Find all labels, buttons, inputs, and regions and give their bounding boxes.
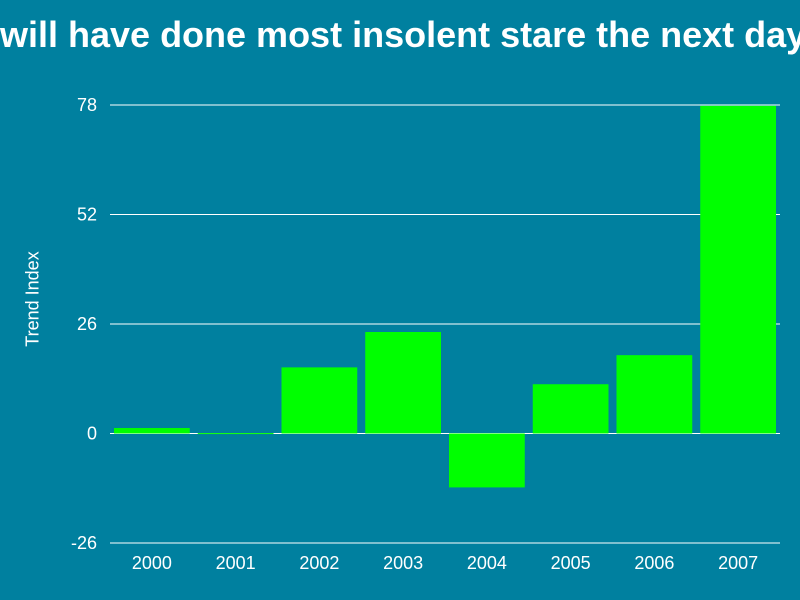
y-tick-label: 0 xyxy=(87,424,97,444)
bar-2007 xyxy=(700,105,776,434)
bar-2006 xyxy=(616,355,693,434)
y-tick-label: 52 xyxy=(77,205,97,225)
y-tick-label: 26 xyxy=(77,314,97,334)
x-tick-label: 2003 xyxy=(383,553,423,573)
x-tick-labels: 2000 2001 2002 2003 2004 2005 2006 2007 xyxy=(132,553,758,573)
bar-2000 xyxy=(114,428,190,434)
x-tick-label: 2007 xyxy=(718,553,758,573)
y-tick-label: 78 xyxy=(77,95,97,115)
bar-layer xyxy=(114,105,776,488)
bar-2003 xyxy=(365,332,441,434)
x-tick-label: 2001 xyxy=(216,553,256,573)
bar-2001 xyxy=(197,433,274,435)
grid-layer xyxy=(110,104,780,544)
x-tick-label: 2002 xyxy=(299,553,339,573)
chart-title: will have done most insolent stare the n… xyxy=(0,14,800,55)
x-tick-label: 2006 xyxy=(634,553,674,573)
bar-2002 xyxy=(281,367,358,434)
x-tick-label: 2000 xyxy=(132,553,172,573)
y-tick-label: -26 xyxy=(71,533,97,553)
x-tick-label: 2005 xyxy=(551,553,591,573)
x-tick-label: 2004 xyxy=(467,553,507,573)
bar-2005 xyxy=(532,384,609,434)
y-tick-labels: -26 0 26 52 78 xyxy=(71,95,97,553)
bar-2004 xyxy=(449,433,525,488)
